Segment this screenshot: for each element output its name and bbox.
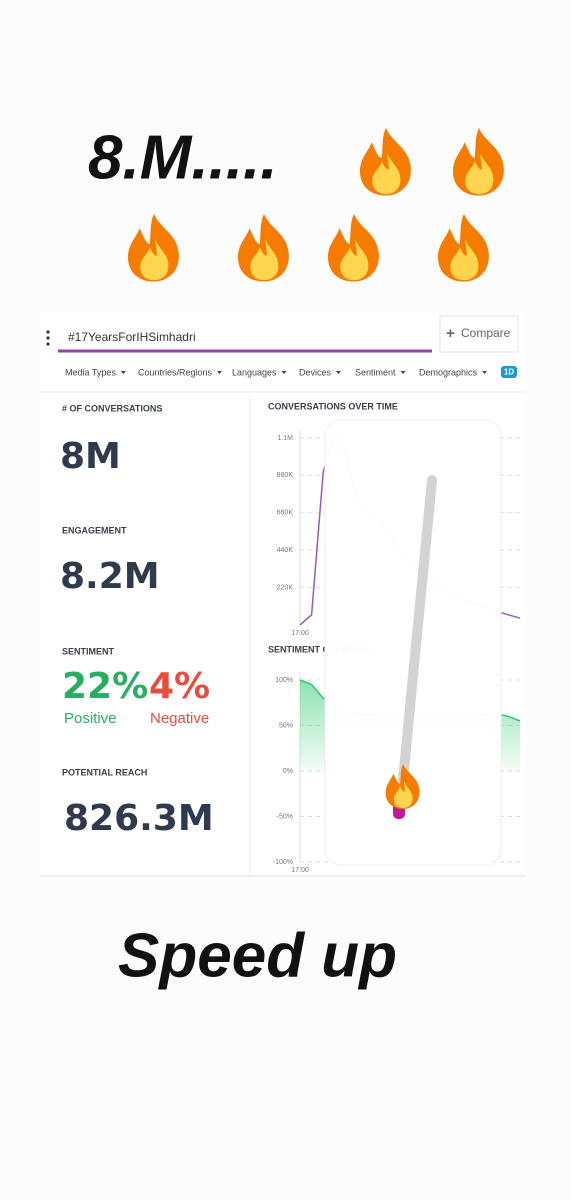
dropdown-caret (482, 371, 488, 374)
y-tick-label: 880K (277, 472, 294, 479)
negative-label: Negative (150, 710, 209, 727)
positive-label: Positive (64, 710, 117, 727)
menu-icon[interactable] (46, 330, 50, 346)
caption-bottom: Speed up (118, 921, 397, 990)
flame-icon (452, 127, 504, 196)
y-tick-label: 660K (277, 510, 294, 517)
y-tick-label: -100% (273, 859, 293, 866)
metric-value: 826.3M (64, 798, 214, 839)
dropdown-caret (400, 371, 406, 374)
flame-icon (437, 213, 489, 282)
slider-track[interactable] (397, 475, 437, 795)
dropdown-caret (336, 371, 342, 374)
flame-icon (327, 213, 379, 282)
dropdown-caret (217, 371, 223, 374)
metric-label: POTENTIAL REACH (62, 767, 147, 777)
dropdown-caret (281, 371, 287, 374)
flame-icon (127, 213, 179, 282)
y-tick-label: 50% (279, 722, 293, 729)
flame-icon (359, 127, 411, 196)
range-badge-label: 1D (504, 368, 514, 377)
y-tick-label: 100% (275, 677, 293, 684)
filter-label[interactable]: Devices (299, 367, 332, 377)
metric-label: # OF CONVERSATIONS (62, 403, 162, 413)
positive-value: 22% (62, 666, 148, 707)
metric-value: 8M (60, 436, 121, 477)
filter-label[interactable]: Languages (232, 367, 277, 377)
slider-overlay (324, 419, 502, 866)
caption-top: 8.M..... (88, 123, 277, 192)
negative-value: 4% (149, 666, 210, 707)
metric-value: 8.2M (60, 556, 160, 597)
flame-icon (237, 213, 289, 282)
y-tick-label: 440K (277, 547, 294, 554)
chart-title: CONVERSATIONS OVER TIME (268, 401, 398, 411)
range-badge[interactable] (501, 366, 517, 378)
y-tick-label: -50% (277, 813, 293, 820)
compare-label: Compare (461, 326, 511, 340)
filter-bar: Media Types Countries/Regions Languages Dev… (65, 367, 488, 377)
y-tick-label: 1.1M (277, 435, 293, 442)
metric-label: SENTIMENT (62, 646, 115, 656)
y-tick-label: 0% (283, 768, 293, 775)
metric-label: ENGAGEMENT (62, 525, 127, 535)
search-query[interactable]: #17YearsForIHSimhadri (68, 330, 196, 344)
filter-label[interactable]: Countries/Regions (138, 367, 213, 377)
filter-label[interactable]: Media Types (65, 367, 116, 377)
plus-icon: + (446, 325, 455, 342)
filter-label[interactable]: Sentiment (355, 367, 396, 377)
chart-title: SENTIMENT OVER TIME (268, 644, 372, 654)
filter-label[interactable]: Demographics (419, 367, 478, 377)
x-tick-label: 17:00 (291, 630, 309, 637)
compare-button[interactable] (439, 315, 519, 353)
dropdown-caret (120, 371, 126, 374)
x-tick-label: 17:00 (291, 867, 309, 874)
y-tick-label: 220K (277, 584, 294, 591)
